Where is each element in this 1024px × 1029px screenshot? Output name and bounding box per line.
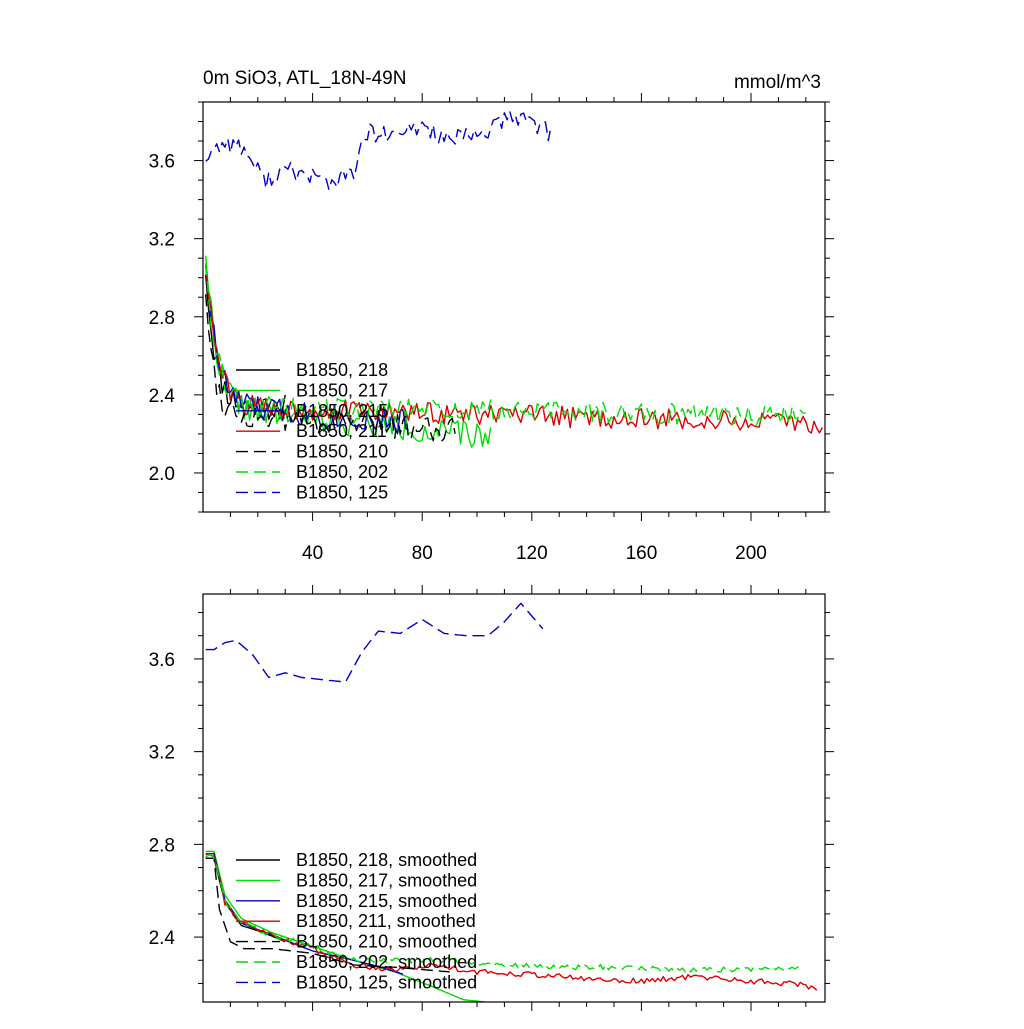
x-tick-label: 200 (735, 543, 767, 564)
legend-label: B1850, 125, smoothed (296, 972, 477, 992)
units-label: mmol/m^3 (734, 72, 821, 93)
y-tick-label: 3.6 (149, 152, 175, 173)
plot-frame (202, 101, 826, 513)
y-tick-label: 2.8 (149, 835, 175, 856)
y-tick-label: 2.4 (149, 928, 176, 949)
series-line-0-4 (205, 294, 456, 442)
legend-label: B1850, 125 (296, 482, 388, 502)
series-line-0-2 (205, 265, 409, 435)
y-tick-label: 2.0 (149, 464, 175, 485)
plot-area (205, 111, 823, 448)
series-line-0-5 (205, 263, 806, 426)
chart-title: 0m SiO3, ATL_18N-49N (203, 68, 406, 89)
series-line-1-1 (205, 850, 486, 1002)
series-line-1-4 (205, 857, 450, 973)
legend-label: B1850, 210, smoothed (296, 932, 477, 952)
y-tick-label: 2.4 (149, 386, 176, 407)
legend-label: B1850, 202 (296, 462, 388, 482)
legend-label: B1850, 210 (296, 442, 388, 462)
legend-label: B1850, 217, smoothed (296, 870, 477, 890)
legend-label: B1850, 218, smoothed (296, 850, 477, 870)
x-tick-label: 40 (302, 543, 323, 564)
legend-label: B1850, 218 (296, 360, 388, 380)
y-tick-label: 3.2 (149, 230, 175, 251)
legend-label: B1850, 217 (296, 380, 388, 400)
series-line-0-3 (205, 263, 823, 434)
x-axis: 40 80 120 160 200 (229, 93, 807, 564)
legend-label: B1850, 202, smoothed (296, 952, 477, 972)
series-line-1-3 (205, 852, 818, 991)
legend-label: B1850, 215, smoothed (296, 891, 477, 911)
legend-label: B1850, 215 (296, 401, 388, 421)
x-tick-label: 80 (412, 543, 433, 564)
legend-label: B1850, 211, smoothed (296, 911, 476, 931)
top-panel: 40 80 120 160 200 2.0 2.4 2.8 3.2 3.6 0m SiO3, ATL… (149, 68, 834, 564)
series-line-1-6 (205, 602, 544, 683)
y-tick-label: 2.8 (149, 308, 175, 329)
y-tick-label: 3.6 (149, 650, 175, 671)
legend-label: B1850, 211 (296, 421, 387, 441)
x-tick-label: 120 (516, 543, 548, 564)
y-axis: 2.4 2.8 3.2 3.6 (149, 612, 834, 984)
x-tick-label: 160 (626, 543, 658, 564)
series-line-1-5 (205, 853, 801, 973)
x-axis (229, 585, 807, 1011)
series-line-0-6 (205, 111, 552, 191)
y-axis: 2.0 2.4 2.8 3.2 3.6 (149, 101, 834, 513)
plot-area (205, 602, 818, 1002)
y-tick-label: 3.2 (149, 743, 175, 764)
